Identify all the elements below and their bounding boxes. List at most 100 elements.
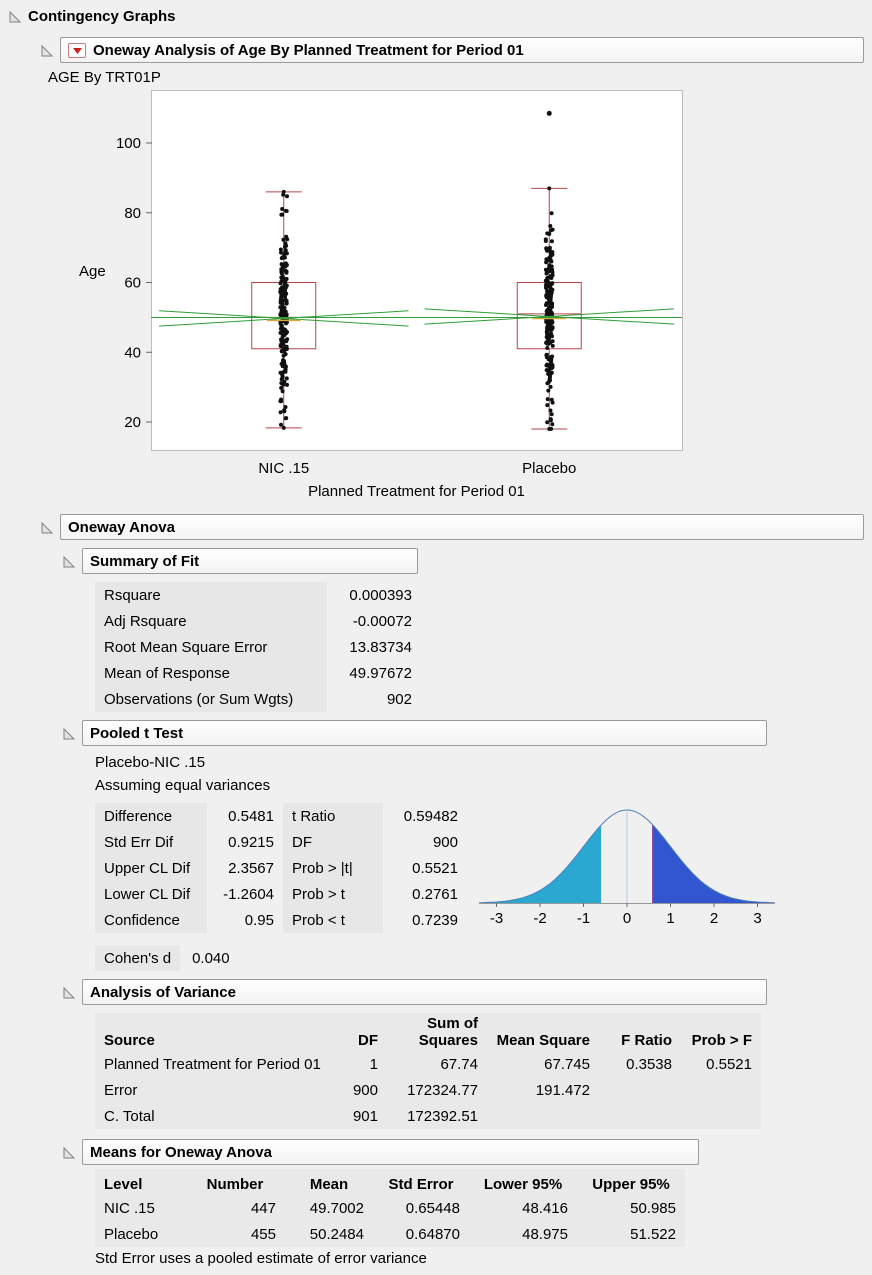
table-row: Confidence 0.95 Prob < t 0.7239	[95, 907, 467, 933]
stat-value: -0.00072	[352, 612, 412, 630]
table-row: Rsquare 0.000393	[95, 582, 421, 608]
table-row: C. Total 901 172392.51	[95, 1103, 761, 1129]
stat-label: Confidence	[95, 907, 207, 933]
svg-text:60: 60	[124, 275, 141, 292]
std-error-footnote: Std Error uses a pooled estimate of erro…	[95, 1250, 427, 1267]
report-title: Contingency Graphs	[28, 8, 176, 25]
stat-label: DF	[283, 829, 383, 855]
value-cell: 48.416	[522, 1199, 568, 1217]
stat-label: Root Mean Square Error	[95, 634, 327, 660]
table-row: Difference 0.5481 t Ratio 0.59482	[95, 803, 467, 829]
outline-means-oneway-anova: Means for Oneway Anova	[62, 1139, 864, 1165]
stat-label: Adj Rsquare	[95, 608, 327, 634]
stat-value: 0.5521	[412, 859, 458, 877]
table-row: Root Mean Square Error 13.83734	[95, 634, 421, 660]
outline-contingency-graphs: Contingency Graphs	[8, 8, 864, 25]
value-cell: 172324.77	[407, 1081, 478, 1099]
disclosure-triangle-icon[interactable]	[8, 10, 22, 23]
table-row: Mean of Response 49.97672	[95, 660, 421, 686]
svg-text:1: 1	[666, 910, 674, 927]
value-cell: 455	[250, 1225, 276, 1243]
cohens-d-value: 0.040	[192, 949, 230, 967]
summary-of-fit-title: Summary of Fit	[90, 552, 200, 570]
value-cell	[681, 1077, 761, 1103]
stat-label: Rsquare	[95, 582, 327, 608]
svg-text:NIC .15: NIC .15	[258, 460, 309, 477]
stat-label: Prob > t	[283, 881, 383, 907]
red-triangle-menu-icon[interactable]	[68, 42, 86, 58]
disclosure-triangle-icon[interactable]	[40, 521, 54, 534]
column-header: Lower 95%	[483, 1176, 563, 1193]
stat-value: 0.95	[244, 911, 274, 929]
assumption-label: Assuming equal variances	[95, 777, 271, 794]
disclosure-triangle-icon[interactable]	[40, 44, 54, 57]
stat-label: Prob < t	[283, 907, 383, 933]
value-cell: 0.64870	[405, 1225, 460, 1243]
means-oneway-anova-header[interactable]: Means for Oneway Anova	[82, 1139, 699, 1165]
stat-value: 2.3567	[228, 859, 274, 877]
cohens-d-row: Cohen's d 0.040	[95, 945, 864, 971]
oneway-anova-header[interactable]: Oneway Anova	[60, 514, 864, 540]
stat-value: -1.2604	[223, 885, 274, 903]
means-table: Level Number Mean Std Error Lower 95% Up…	[95, 1169, 685, 1247]
value-cell: 48.975	[522, 1225, 568, 1243]
outline-analysis-of-variance: Analysis of Variance	[62, 979, 864, 1005]
table-row: Placebo 455 50.2484 0.64870 48.975 51.52…	[95, 1221, 685, 1247]
source-cell: Planned Treatment for Period 01	[104, 1055, 321, 1073]
table-row: Upper CL Dif 2.3567 Prob > |t| 0.5521	[95, 855, 467, 881]
disclosure-triangle-icon[interactable]	[62, 727, 76, 740]
value-cell: 67.74	[440, 1055, 478, 1073]
svg-text:Age: Age	[79, 263, 106, 280]
oneway-plot-block: AGE By TRT01P 20 40 60 80 100 Age NIC .15 Place…	[8, 69, 864, 502]
svg-text:2: 2	[710, 910, 718, 927]
value-cell: 191.472	[535, 1081, 590, 1099]
svg-text:100: 100	[116, 135, 141, 152]
stat-value: 0.000393	[349, 586, 412, 604]
table-row: Planned Treatment for Period 01 1 67.74 …	[95, 1051, 761, 1077]
stat-label: Lower CL Dif	[95, 881, 207, 907]
comparison-label: Placebo-NIC .15	[95, 754, 206, 771]
column-header: Source	[104, 1032, 155, 1049]
oneway-analysis-header[interactable]: Oneway Analysis of Age By Planned Treatm…	[60, 37, 864, 63]
stat-value: 0.5481	[228, 807, 274, 825]
table-header-row: Level Number Mean Std Error Lower 95% Up…	[95, 1169, 685, 1195]
chart-subtitle: AGE By TRT01P	[48, 69, 161, 86]
table-header-row: Source DF Sum of Squares Mean Square F R…	[95, 1013, 761, 1051]
table-row: NIC .15 447 49.7002 0.65448 48.416 50.98…	[95, 1195, 685, 1221]
table-row: Std Err Dif 0.9215 DF 900	[95, 829, 467, 855]
column-header: Level	[104, 1176, 143, 1193]
outline-oneway-anova: Oneway Anova	[40, 514, 864, 540]
outline-pooled-t-test: Pooled t Test	[62, 720, 864, 746]
column-header: Upper 95%	[592, 1176, 670, 1193]
value-cell: 50.985	[630, 1199, 676, 1217]
svg-text:40: 40	[124, 344, 141, 361]
means-oneway-anova-title: Means for Oneway Anova	[90, 1143, 272, 1161]
value-cell: 172392.51	[407, 1107, 478, 1125]
column-header: Sum of Squares	[418, 1015, 478, 1049]
column-header: Prob > F	[691, 1032, 752, 1049]
column-header: F Ratio	[621, 1032, 672, 1049]
svg-text:20: 20	[124, 414, 141, 431]
age-by-treatment-boxplot[interactable]: 20 40 60 80 100 Age NIC .15 Placebo Planned Trea…	[55, 90, 687, 502]
cohens-d-label: Cohen's d	[95, 945, 181, 971]
value-cell: 901	[352, 1107, 378, 1125]
value-cell	[681, 1103, 761, 1129]
summary-of-fit-header[interactable]: Summary of Fit	[82, 548, 418, 574]
analysis-of-variance-header[interactable]: Analysis of Variance	[82, 979, 767, 1005]
value-cell: 0.5521	[706, 1055, 752, 1073]
analysis-of-variance-title: Analysis of Variance	[90, 983, 236, 1001]
value-cell: 0.3538	[626, 1055, 672, 1073]
disclosure-triangle-icon[interactable]	[62, 555, 76, 568]
pooled-t-test-header[interactable]: Pooled t Test	[82, 720, 767, 746]
disclosure-triangle-icon[interactable]	[62, 1146, 76, 1159]
disclosure-triangle-icon[interactable]	[62, 986, 76, 999]
stat-label: t Ratio	[283, 803, 383, 829]
svg-text:-2: -2	[533, 910, 546, 927]
outline-summary-of-fit: Summary of Fit	[62, 548, 864, 574]
oneway-anova-title: Oneway Anova	[68, 518, 175, 536]
pooled-t-test-body: Placebo-NIC .15 Assuming equal variances…	[95, 752, 864, 971]
stat-value: 13.83734	[349, 638, 412, 656]
table-row: Error 900 172324.77 191.472	[95, 1077, 761, 1103]
svg-text:0: 0	[623, 910, 631, 927]
